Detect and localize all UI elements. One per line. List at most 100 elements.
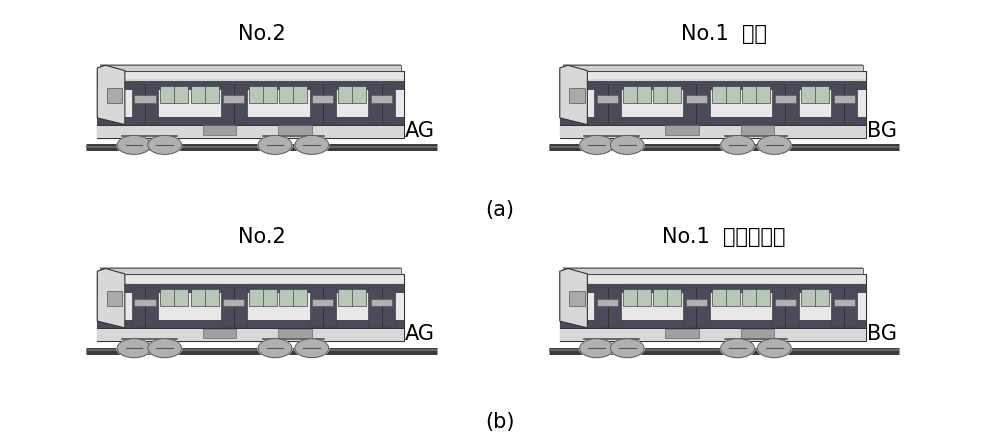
Bar [665, 329, 699, 338]
Bar [560, 328, 866, 341]
Bar [97, 81, 404, 90]
Bar [100, 65, 401, 71]
Bar [560, 328, 866, 329]
Bar [563, 65, 863, 71]
Ellipse shape [258, 339, 292, 358]
Bar [203, 125, 236, 135]
Bar [97, 284, 404, 293]
Ellipse shape [116, 136, 152, 155]
Bar [801, 86, 829, 103]
Polygon shape [560, 65, 587, 125]
Ellipse shape [757, 136, 792, 155]
Bar [371, 299, 392, 306]
Bar [100, 268, 401, 274]
Bar [569, 291, 585, 306]
Ellipse shape [294, 136, 330, 155]
Text: (b): (b) [485, 412, 515, 432]
Ellipse shape [721, 339, 754, 358]
Bar [97, 90, 404, 116]
Ellipse shape [580, 339, 613, 358]
Text: AG: AG [405, 324, 435, 344]
Bar [160, 289, 188, 306]
Bar [597, 95, 618, 103]
Bar [191, 86, 219, 103]
Bar [97, 125, 404, 126]
Bar [772, 84, 799, 123]
Bar [249, 86, 277, 103]
Ellipse shape [757, 339, 792, 359]
Bar [223, 299, 244, 306]
Ellipse shape [148, 339, 182, 358]
Bar [834, 95, 855, 103]
Bar [97, 79, 404, 81]
Bar [741, 329, 774, 338]
Bar [623, 289, 651, 306]
Ellipse shape [147, 339, 182, 359]
Text: No.2: No.2 [238, 227, 285, 247]
Bar [279, 86, 307, 103]
Bar [97, 71, 404, 138]
Ellipse shape [580, 136, 613, 154]
Text: BG: BG [867, 121, 897, 141]
Bar [772, 288, 799, 326]
Bar [569, 88, 585, 103]
Bar [97, 125, 404, 138]
Text: No.1  日检: No.1 日检 [681, 24, 767, 44]
Ellipse shape [579, 339, 614, 359]
Bar [97, 293, 404, 320]
Text: BG: BG [867, 324, 897, 344]
Ellipse shape [610, 136, 644, 154]
Bar [712, 86, 740, 103]
Bar [368, 288, 395, 326]
Bar [597, 299, 618, 306]
Bar [310, 288, 336, 326]
Bar [312, 299, 333, 306]
Bar [594, 288, 621, 326]
Text: (a): (a) [486, 200, 514, 220]
Bar [338, 289, 366, 306]
Polygon shape [97, 65, 125, 125]
Bar [100, 267, 401, 268]
Ellipse shape [757, 136, 791, 154]
Bar [742, 86, 770, 103]
Bar [560, 81, 866, 90]
Bar [563, 64, 863, 65]
Bar [665, 125, 699, 135]
Bar [831, 288, 857, 326]
Bar [100, 64, 401, 65]
Text: No.1  洗车、日检: No.1 洗车、日检 [662, 227, 786, 247]
Bar [563, 267, 863, 268]
Bar [279, 289, 307, 306]
Bar [560, 284, 866, 293]
Bar [560, 293, 866, 320]
Bar [775, 95, 796, 103]
Bar [97, 125, 404, 126]
Bar [223, 95, 244, 103]
Bar [97, 328, 404, 341]
Bar [97, 116, 404, 125]
Bar [203, 329, 236, 338]
Ellipse shape [579, 136, 614, 155]
Bar [134, 95, 156, 103]
Bar [97, 274, 404, 341]
Ellipse shape [148, 136, 182, 154]
Ellipse shape [720, 339, 755, 359]
Ellipse shape [257, 136, 293, 155]
Bar [775, 299, 796, 306]
Bar [560, 90, 866, 116]
Bar [834, 299, 855, 306]
Polygon shape [560, 268, 587, 328]
Bar [221, 84, 247, 123]
Ellipse shape [295, 136, 329, 154]
Bar [741, 125, 774, 135]
Text: AG: AG [405, 121, 435, 141]
Bar [132, 288, 158, 326]
Bar [191, 289, 219, 306]
Bar [560, 125, 866, 138]
Bar [623, 86, 651, 103]
Bar [560, 328, 866, 329]
Bar [594, 84, 621, 123]
Bar [560, 274, 866, 341]
Ellipse shape [757, 339, 791, 358]
Bar [134, 299, 156, 306]
